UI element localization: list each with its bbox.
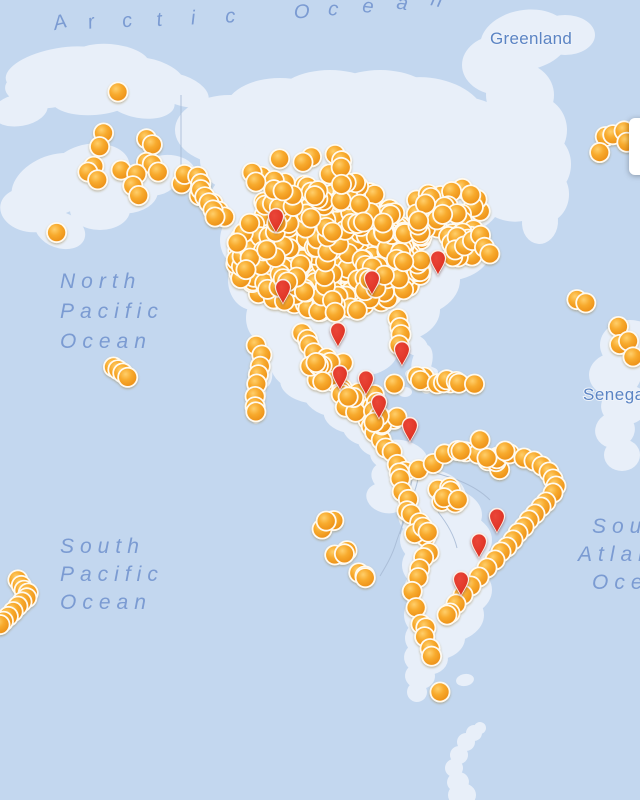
- svg-text:e: e: [361, 0, 379, 19]
- svg-text:Senegal: Senegal: [583, 385, 640, 404]
- svg-text:c: c: [225, 5, 240, 28]
- svg-text:Ocean: Ocean: [592, 571, 640, 594]
- svg-text:c: c: [120, 9, 137, 33]
- svg-text:Ocean: Ocean: [60, 330, 152, 353]
- svg-text:i: i: [190, 7, 200, 30]
- svg-text:Ocean: Ocean: [60, 591, 152, 614]
- svg-text:a: a: [395, 0, 414, 16]
- svg-text:t: t: [155, 8, 167, 31]
- svg-text:O: O: [293, 1, 314, 24]
- svg-text:Greenland: Greenland: [490, 29, 572, 48]
- svg-text:Atlantic: Atlantic: [576, 543, 640, 566]
- svg-text:c: c: [327, 0, 343, 21]
- svg-text:Pacific: Pacific: [60, 300, 164, 323]
- svg-text:n: n: [429, 0, 448, 13]
- svg-text:Pacific: Pacific: [60, 563, 164, 586]
- svg-text:South: South: [592, 515, 640, 538]
- svg-text:A: A: [50, 9, 73, 35]
- svg-text:r: r: [86, 10, 101, 34]
- svg-text:North: North: [60, 270, 141, 293]
- svg-text:South: South: [60, 535, 145, 558]
